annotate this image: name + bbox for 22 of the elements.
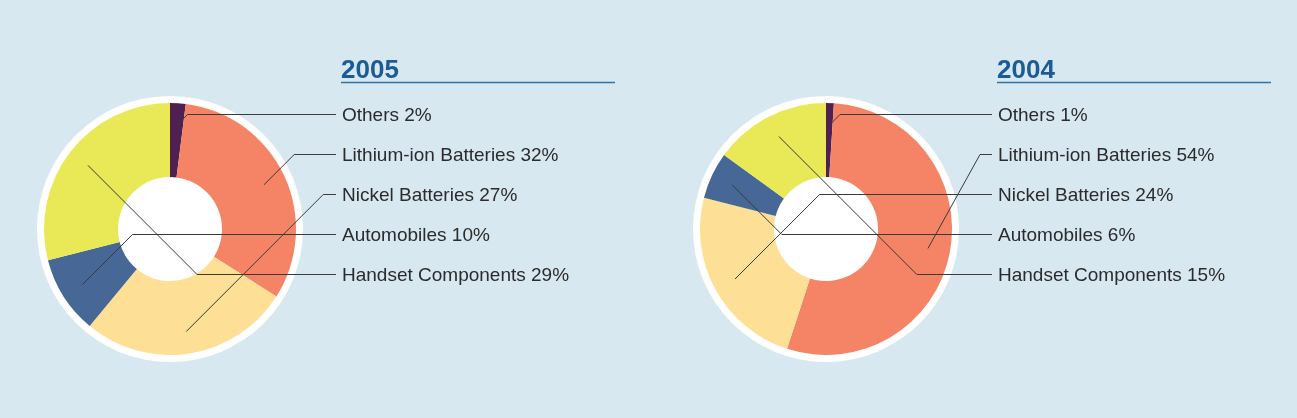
donut-slice [44,103,170,261]
slice-label: Handset Components 15% [998,263,1226,285]
donut-slice [89,256,277,355]
slice-label: Nickel Batteries 24% [998,183,1174,205]
slice-label: Automobiles 10% [342,223,490,245]
donut-slice [47,241,137,327]
donut-slice [826,103,834,178]
chart-title: 2004 [997,54,1056,84]
slice-label: Others 2% [342,103,432,125]
donut-slice [724,103,826,199]
slice-label: Automobiles 6% [998,223,1136,245]
donut-slice [787,103,952,355]
slice-label: Nickel Batteries 27% [342,183,518,205]
slice-label: Others 1% [998,103,1088,125]
donut-slice [176,103,296,297]
donut-slice [703,154,784,217]
donut-slice [170,103,186,178]
chart-title: 2005 [341,54,399,84]
slice-label: Lithium-ion Batteries 54% [998,143,1215,165]
slice-label: Handset Components 29% [342,263,570,285]
donut-slice [700,197,810,349]
slice-label: Lithium-ion Batteries 32% [342,143,559,165]
